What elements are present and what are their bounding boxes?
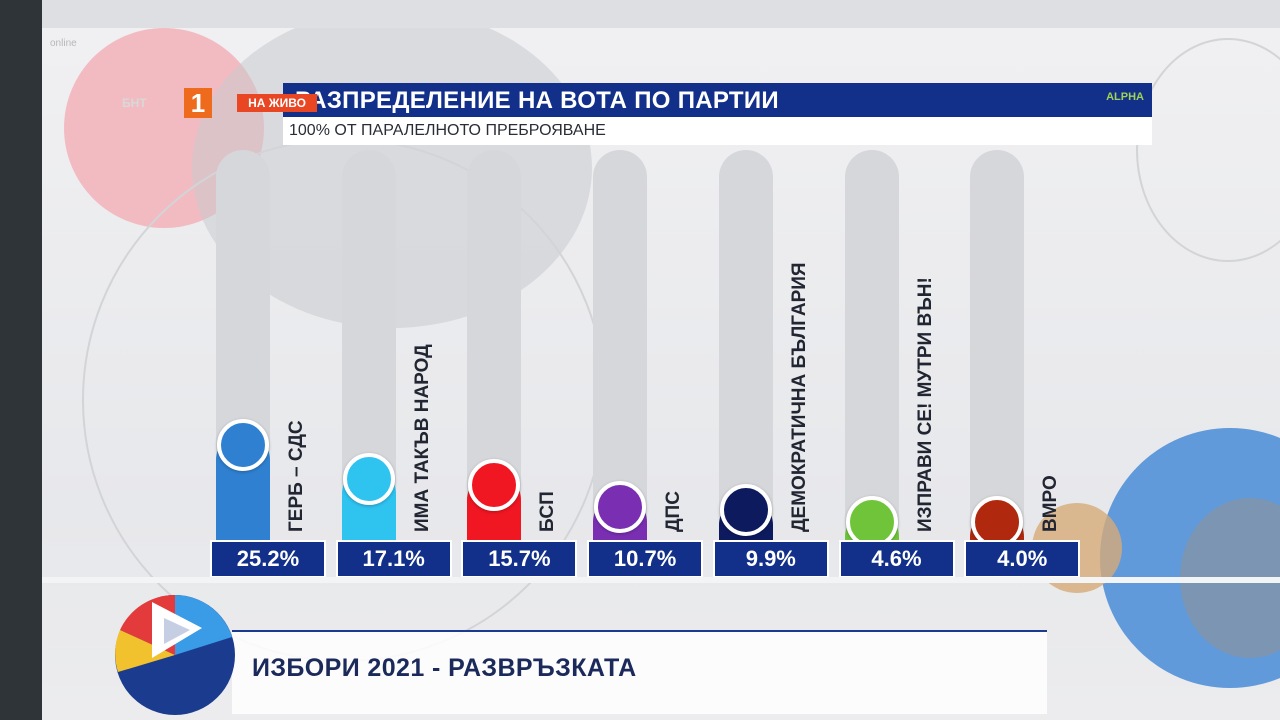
value-label: 17.1% xyxy=(335,540,452,578)
chart-title-bar: РАЗПРЕДЕЛЕНИЕ НА ВОТА ПО ПАРТИИ ALPHA xyxy=(283,83,1152,117)
party-label: ИМА ТАКЪВ НАРОД xyxy=(410,172,436,532)
bar-track xyxy=(718,150,773,540)
bar-track xyxy=(593,150,648,540)
party-label: ИЗПРАВИ СЕ! МУТРИ ВЪН! xyxy=(913,172,939,532)
show-logo xyxy=(115,594,235,715)
value-label: 4.6% xyxy=(838,540,955,578)
value-label: 25.2% xyxy=(210,540,326,578)
channel-logo: БНТ 1 xyxy=(122,88,232,118)
top-strip xyxy=(0,0,1280,28)
channel-number-badge: 1 xyxy=(184,88,212,118)
value-label: 4.0% xyxy=(964,540,1081,578)
party-label-text: ГЕРБ – СДС xyxy=(286,420,307,532)
bar-marker xyxy=(594,480,647,533)
bar-track xyxy=(844,150,899,540)
chart-title: РАЗПРЕДЕЛЕНИЕ НА ВОТА ПО ПАРТИИ xyxy=(295,87,779,114)
value-label: 10.7% xyxy=(587,540,704,578)
party-label-text: БСП xyxy=(537,491,559,532)
decor-ring-right xyxy=(1136,38,1280,262)
party-label-text: ВМРО xyxy=(1040,475,1062,532)
party-label: ВМРО xyxy=(1038,172,1064,532)
sponsor-logo: ALPHA xyxy=(1106,91,1144,103)
chart-subtitle-bar: 100% ОТ ПАРАЛЕЛНОТО ПРЕБРОЯВАНЕ xyxy=(283,117,1152,145)
bar-marker xyxy=(342,453,395,506)
watermark: online xyxy=(50,38,77,49)
lower-divider xyxy=(42,577,1280,583)
bar-marker xyxy=(217,418,269,471)
value-label: 15.7% xyxy=(461,540,578,578)
channel-name: БНТ xyxy=(122,96,147,110)
party-label: ДПС xyxy=(661,172,687,532)
bar-track xyxy=(970,150,1025,540)
left-frame-bar xyxy=(0,0,42,720)
party-label-text: ДПС xyxy=(663,491,685,532)
party-label: ГЕРБ – СДС xyxy=(284,172,310,532)
lower-third: ИЗБОРИ 2021 - РАЗВРЪЗКАТА xyxy=(232,630,1047,714)
bar-marker xyxy=(468,459,521,512)
party-label-text: ИЗПРАВИ СЕ! МУТРИ ВЪН! xyxy=(914,277,936,532)
party-label: БСП xyxy=(535,172,561,532)
bar-marker xyxy=(719,483,772,536)
live-badge: НА ЖИВО xyxy=(237,94,317,112)
party-label-text: ДЕМОКРАТИЧНА БЪЛГАРИЯ xyxy=(788,262,810,532)
value-label: 9.9% xyxy=(712,540,829,578)
chart-subtitle: 100% ОТ ПАРАЛЕЛНОТО ПРЕБРОЯВАНЕ xyxy=(289,122,606,139)
party-label: ДЕМОКРАТИЧНА БЪЛГАРИЯ xyxy=(787,172,813,532)
lower-third-text: ИЗБОРИ 2021 - РАЗВРЪЗКАТА xyxy=(252,654,637,682)
party-label-text: ИМА ТАКЪВ НАРОД xyxy=(411,344,433,532)
